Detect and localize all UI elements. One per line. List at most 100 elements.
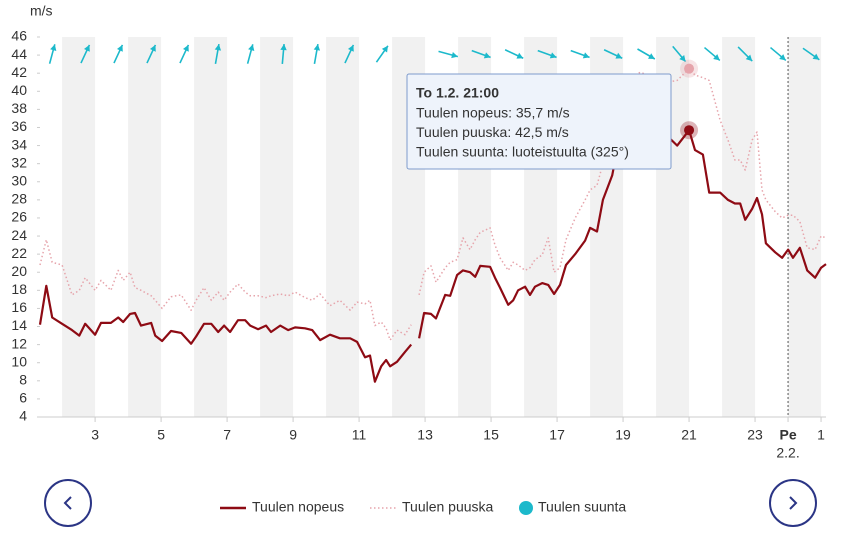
hover-point <box>684 63 695 74</box>
y-tick-label: 22 <box>11 245 27 261</box>
y-tick-label: 28 <box>11 191 27 207</box>
arrow-head <box>549 52 557 59</box>
x-tick-label: 15 <box>483 427 499 443</box>
y-tick-label: 14 <box>11 317 27 333</box>
prev-chevron <box>63 496 72 510</box>
y-tick-label: 36 <box>11 118 27 134</box>
prev-button[interactable] <box>44 479 92 527</box>
tooltip: To 1.2. 21:00 Tuulen nopeus: 35,7 m/s Tuul… <box>406 73 672 170</box>
next-button-circle[interactable] <box>769 479 817 527</box>
y-tick-label: 4 <box>19 408 27 424</box>
x-tick-label: 3 <box>91 427 99 443</box>
hour-band <box>788 37 822 417</box>
arrow-head <box>248 44 255 51</box>
y-tick-label: 42 <box>11 64 27 80</box>
wind-arrow <box>737 46 753 62</box>
arrow-head <box>182 44 189 52</box>
wind-arrow <box>769 46 787 62</box>
legend: Tuulen nopeus Tuulen puuska Tuulen suunta <box>220 499 626 515</box>
speed-line <box>38 284 413 383</box>
legend-label: Tuulen puuska <box>402 499 494 515</box>
legend-label: Tuulen suunta <box>538 499 626 515</box>
y-tick-label: 40 <box>11 82 27 98</box>
gust-line <box>39 238 412 341</box>
x-tick-label: 13 <box>417 427 433 443</box>
arrow-head <box>83 44 90 52</box>
y-tick-label: 20 <box>11 263 27 279</box>
arrow-head <box>381 45 388 53</box>
tooltip-box <box>406 73 672 170</box>
next-chevron <box>789 496 798 510</box>
x-tick-label: 19 <box>615 427 631 443</box>
arrow-head <box>516 52 524 59</box>
speed-line <box>418 108 827 339</box>
hour-band <box>62 37 96 417</box>
plot: 4681012141618202224262830323436384042444… <box>11 28 827 461</box>
x-tick-label: 11 <box>352 427 367 443</box>
arrow-head <box>779 54 786 61</box>
legend-symbol <box>519 501 533 515</box>
arrow-head <box>713 54 720 61</box>
hour-band <box>128 37 162 417</box>
wind-arrow <box>504 49 524 59</box>
hour-band <box>326 37 360 417</box>
arrow-head <box>615 52 623 59</box>
wind-arrow <box>280 43 287 65</box>
wind-arrow <box>375 45 389 63</box>
arrow-head <box>745 54 753 62</box>
arrow-head <box>812 53 820 60</box>
tooltip-title: To 1.2. 21:00 <box>416 85 499 101</box>
arrow-head <box>582 52 590 59</box>
y-tick-label: 16 <box>11 299 27 315</box>
arrow-head <box>149 44 156 52</box>
wind-arrow <box>214 44 222 64</box>
arrow-head <box>679 55 686 62</box>
y-tick-label: 46 <box>11 28 27 44</box>
x-tick-label: Pe <box>779 427 796 443</box>
x-tick-label: 17 <box>549 427 565 443</box>
wind-arrow <box>146 44 157 64</box>
next-button[interactable] <box>769 479 817 527</box>
y-tick-label: 32 <box>11 154 27 170</box>
arrow-head <box>313 44 321 51</box>
y-axis-unit: m/s <box>30 3 53 19</box>
wind-arrow <box>637 48 656 60</box>
x-tick-label: 9 <box>289 427 297 443</box>
wind-arrow <box>344 44 355 64</box>
tooltip-line: Tuulen suunta: luoteistuulta (325°) <box>416 144 629 160</box>
legend-label: Tuulen nopeus <box>252 499 344 515</box>
arrow-head <box>280 44 287 51</box>
y-tick-label: 34 <box>11 136 27 152</box>
arrow-head <box>648 53 655 59</box>
x-tick-label: 21 <box>681 427 697 443</box>
arrow-head <box>50 44 57 51</box>
hour-band <box>194 37 228 417</box>
wind-arrow <box>703 46 721 62</box>
hover-point <box>684 125 695 136</box>
arrow-head <box>451 51 458 59</box>
hour-band <box>260 37 294 417</box>
y-tick-label: 12 <box>11 335 27 351</box>
arrow-head <box>214 44 222 51</box>
wind-arrow <box>313 44 321 64</box>
wind-arrow <box>246 44 255 64</box>
wind-arrow <box>672 45 687 63</box>
wind-arrow <box>179 44 190 64</box>
wind-arrow <box>80 44 91 64</box>
wind-arrow <box>438 50 459 59</box>
y-tick-label: 6 <box>19 390 27 406</box>
wind-arrow <box>113 44 124 64</box>
x-tick-label: 5 <box>157 427 165 443</box>
wind-arrow <box>471 49 491 59</box>
wind-arrow <box>603 49 623 59</box>
arrow-head <box>116 44 123 52</box>
prev-button-circle[interactable] <box>44 479 92 527</box>
wind-arrow <box>48 44 57 64</box>
arrow-head <box>483 52 491 59</box>
x-tick-label: 23 <box>747 427 763 443</box>
y-tick-label: 30 <box>11 172 27 188</box>
y-tick-label: 26 <box>11 209 27 225</box>
tooltip-line: Tuulen nopeus: 35,7 m/s <box>416 105 570 121</box>
arrow-head <box>347 44 354 52</box>
